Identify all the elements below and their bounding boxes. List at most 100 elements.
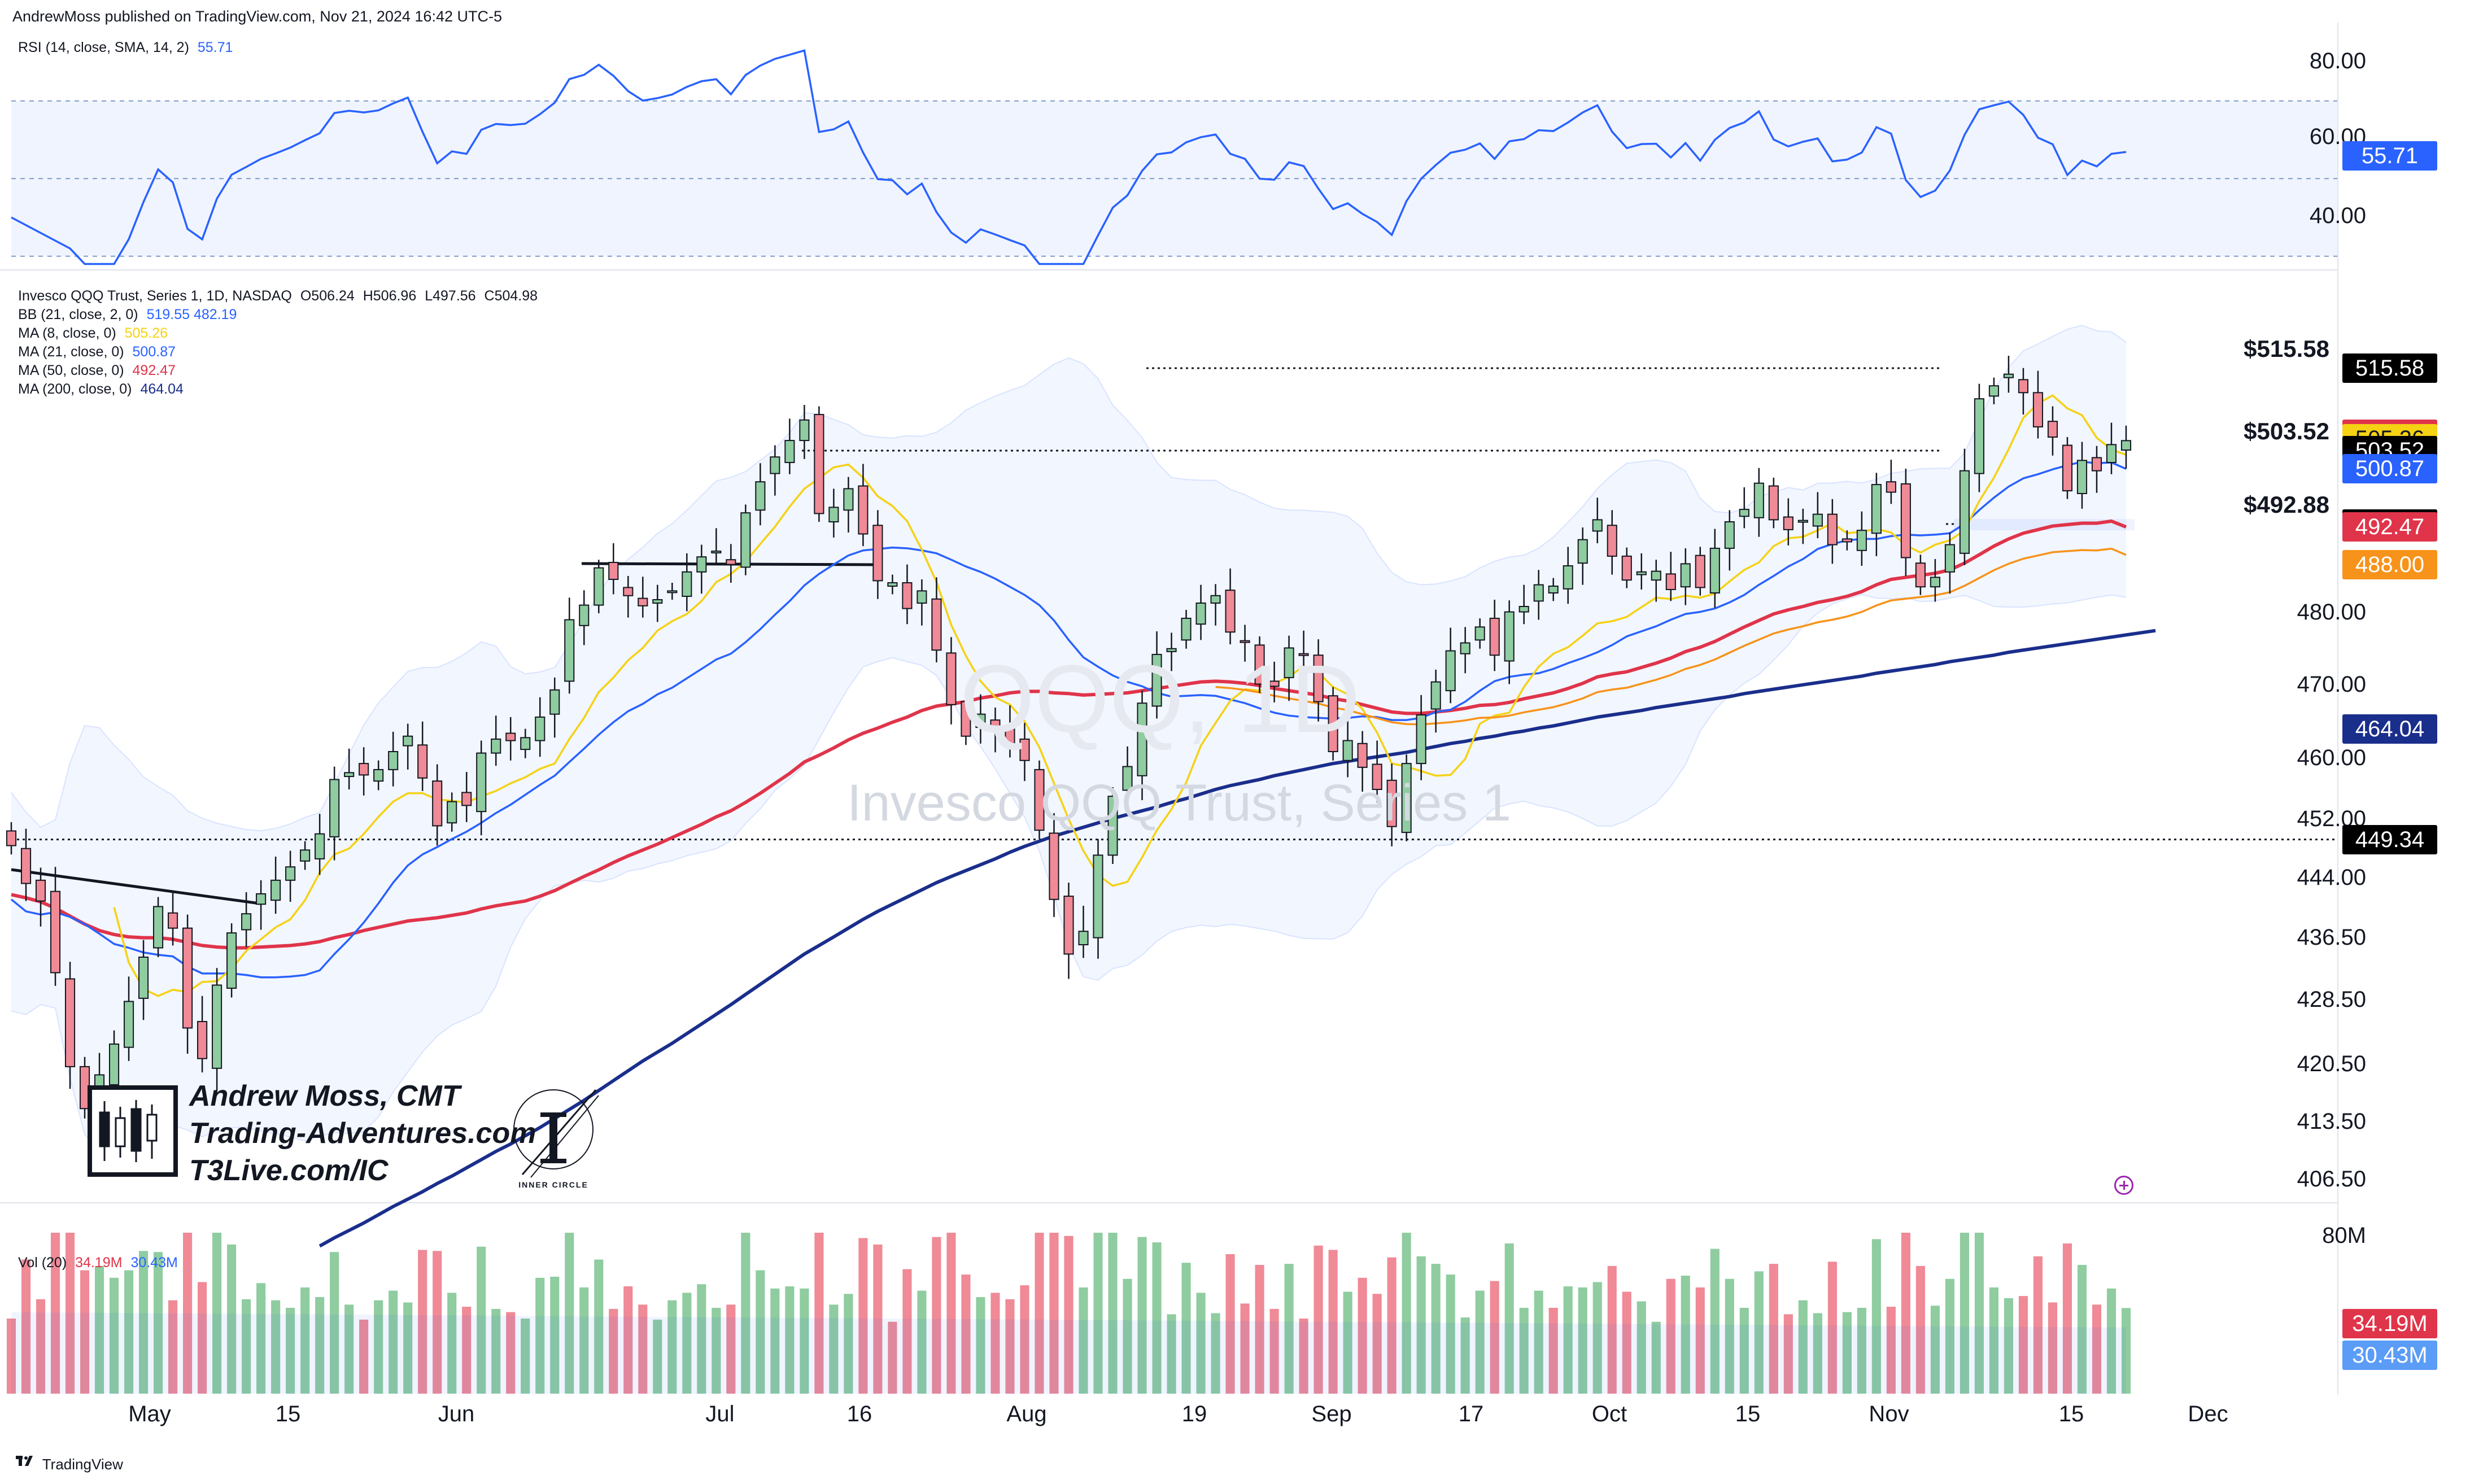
candle xyxy=(1372,740,1382,802)
candle-body xyxy=(1195,603,1206,625)
volume-bar xyxy=(1607,1265,1617,1394)
candle-body xyxy=(300,849,311,862)
main-legend: Invesco QQQ Trust, Series 1, 1D, NASDAQ … xyxy=(18,288,542,398)
candle-body xyxy=(2047,421,2058,438)
volume-bar xyxy=(418,1250,427,1394)
volume-pane xyxy=(6,1233,2131,1394)
candle-body xyxy=(638,597,648,606)
volume-bar xyxy=(1754,1271,1764,1394)
candle-body xyxy=(1988,385,1999,397)
candle xyxy=(2018,368,2029,415)
volume-bar xyxy=(330,1252,339,1394)
candle xyxy=(35,867,46,927)
indicator-value: 492.47 xyxy=(132,363,176,378)
candle xyxy=(50,867,61,986)
volume-bar xyxy=(124,1270,134,1394)
candle-body xyxy=(1651,570,1661,581)
candle xyxy=(961,693,971,745)
candle xyxy=(1049,813,1059,917)
scroll-realtime-button[interactable] xyxy=(2114,1176,2133,1195)
volume-bar xyxy=(1901,1233,1910,1394)
candle xyxy=(1078,906,1089,958)
volume-bar xyxy=(1313,1245,1323,1394)
time-axis-label: Sep xyxy=(1311,1402,1352,1426)
candle-body xyxy=(1518,606,1529,613)
candle-body xyxy=(1783,516,1793,530)
volume-bar xyxy=(712,1308,721,1394)
volume-bar xyxy=(770,1288,780,1394)
volume-bar xyxy=(653,1319,662,1394)
candle xyxy=(1753,468,1764,537)
volume-bar xyxy=(462,1307,472,1394)
candle xyxy=(1636,553,1647,590)
candle-body xyxy=(1533,584,1544,602)
volume-bar xyxy=(198,1282,207,1394)
ma50-line xyxy=(11,519,2127,950)
volume-bar xyxy=(1534,1290,1543,1394)
candle xyxy=(1974,383,1984,492)
volume-legend-title: Vol (20) xyxy=(18,1255,67,1271)
candle xyxy=(1900,469,1911,576)
volume-bar xyxy=(183,1233,193,1394)
candle-body xyxy=(770,456,780,474)
candle xyxy=(64,962,76,1089)
volume-bar xyxy=(873,1244,883,1394)
volume-bar xyxy=(359,1319,369,1394)
time-axis-label: Nov xyxy=(1869,1402,1909,1426)
volume-bar xyxy=(917,1290,927,1394)
inner-circle-text: INNER CIRCLE xyxy=(518,1180,588,1189)
candle xyxy=(2076,442,2088,509)
candle-body xyxy=(1577,539,1588,564)
volume-bar xyxy=(990,1293,1000,1394)
time-axis-label: Oct xyxy=(1591,1402,1627,1426)
candle xyxy=(20,828,32,901)
volume-bar xyxy=(36,1299,46,1394)
candle xyxy=(1225,568,1236,645)
volume-bar xyxy=(491,1308,501,1394)
candle-body xyxy=(1812,513,1823,527)
time-axis-label: Aug xyxy=(1006,1402,1047,1426)
candle xyxy=(931,577,942,663)
candle-body xyxy=(1460,642,1470,654)
time-axis-label: Jul xyxy=(705,1402,735,1426)
candle-body xyxy=(491,738,501,754)
volume-bar xyxy=(1049,1233,1059,1394)
volume-bar xyxy=(256,1283,266,1394)
candle xyxy=(726,544,736,583)
candle-body xyxy=(1430,681,1441,710)
volume-bar xyxy=(1651,1321,1661,1394)
candle-body xyxy=(6,830,17,846)
candle xyxy=(285,850,296,902)
candle xyxy=(138,940,149,1020)
candle-body xyxy=(564,619,575,682)
time-axis-label: 15 xyxy=(2058,1402,2084,1426)
volume-bar xyxy=(550,1276,560,1394)
footer-brand: TradingView xyxy=(42,1456,123,1473)
time-axis-label: 19 xyxy=(1181,1402,1207,1426)
brand-text: Andrew Moss, CMT Trading-Adventures.com … xyxy=(189,1077,536,1189)
volume-bar xyxy=(1269,1308,1279,1394)
trendline xyxy=(11,868,260,905)
candle-body xyxy=(1592,519,1603,532)
candle-body xyxy=(1254,644,1265,685)
candle-body xyxy=(682,571,692,597)
candle xyxy=(344,748,355,789)
volume-bar xyxy=(477,1246,486,1394)
volume-bar xyxy=(521,1319,530,1394)
volume-bar xyxy=(1152,1242,1162,1394)
candle-body xyxy=(902,582,913,609)
candle-body xyxy=(1269,680,1280,687)
volume-bar xyxy=(1827,1262,1837,1394)
time-axis-label: 16 xyxy=(846,1402,872,1426)
volume-bar xyxy=(1284,1264,1294,1394)
candle xyxy=(520,728,531,758)
volume-bar xyxy=(1372,1294,1382,1394)
candle-body xyxy=(1827,513,1838,545)
volume-bar xyxy=(1343,1291,1352,1394)
candle xyxy=(1930,559,1940,602)
brand-site: Trading-Adventures.com xyxy=(189,1117,536,1150)
price-axis-label: 406.50 xyxy=(2297,1167,2366,1191)
indicator-label: MA (50, close, 0) xyxy=(18,363,124,378)
indicator-value: 519.55 482.19 xyxy=(146,307,237,322)
